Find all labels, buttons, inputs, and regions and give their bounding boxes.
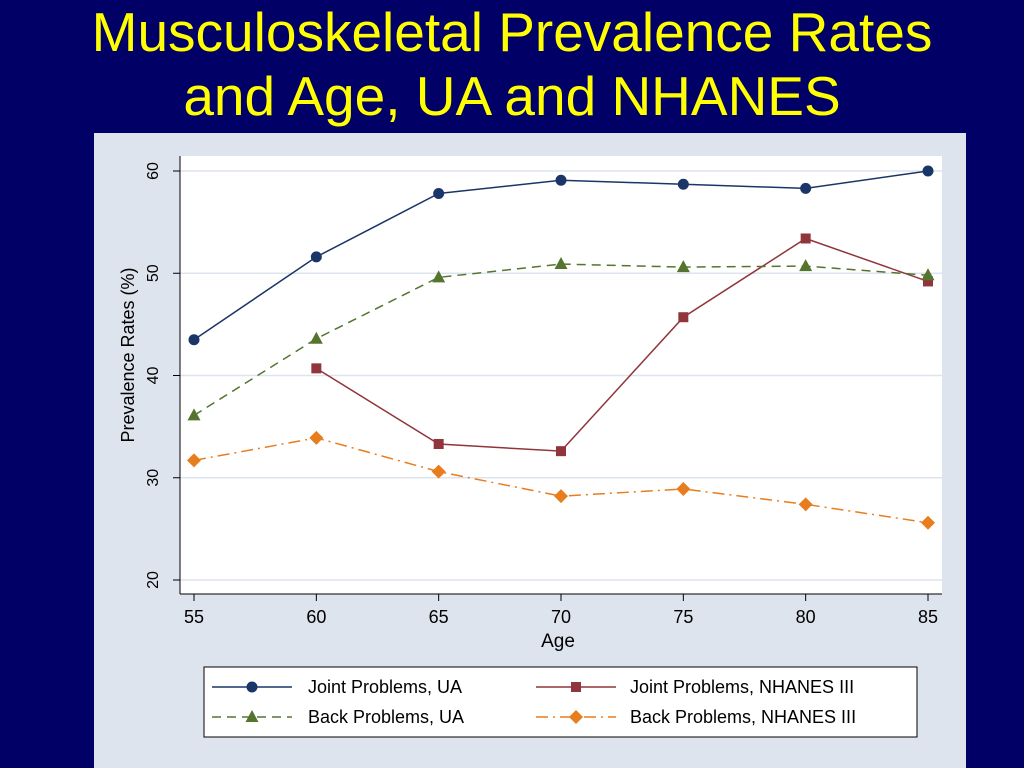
data-point — [798, 497, 813, 512]
series-2 — [311, 233, 933, 457]
x-tick-label: 60 — [306, 607, 326, 627]
data-point — [922, 165, 934, 177]
data-point — [676, 260, 690, 273]
data-point — [555, 174, 567, 186]
data-point — [800, 233, 811, 244]
data-point — [188, 334, 200, 346]
axes: 20 30 40 50 60 55 60 65 70 75 80 85 — [145, 156, 942, 627]
y-axis-label: Prevalence Rates (%) — [118, 267, 138, 442]
data-point — [187, 408, 201, 421]
legend-marker-4 — [569, 710, 583, 724]
data-point — [311, 363, 322, 374]
data-point — [556, 446, 566, 457]
series-3 — [187, 257, 935, 421]
legend-label-3: Back Problems, UA — [308, 707, 464, 727]
legend-label-2: Joint Problems, NHANES III — [630, 677, 854, 697]
series-line-2 — [315, 237, 929, 452]
data-point — [309, 430, 324, 445]
x-tick-label: 75 — [673, 607, 693, 627]
data-point — [431, 464, 446, 479]
x-tick-label: 70 — [551, 607, 571, 627]
data-point — [309, 331, 323, 344]
data-point — [921, 515, 935, 530]
y-tick-label: 30 — [145, 469, 162, 487]
x-tick-label: 85 — [918, 607, 938, 627]
x-tick-label: 55 — [184, 607, 204, 627]
data-point — [923, 276, 933, 287]
data-point — [676, 481, 691, 496]
data-point — [310, 251, 322, 263]
slide-title-line-2: and Age, UA and NHANES — [183, 65, 841, 127]
data-point — [432, 270, 446, 283]
legend-marker-3 — [245, 710, 259, 722]
data-point — [433, 187, 445, 199]
y-tick-label: 60 — [145, 162, 162, 180]
legend-label-4: Back Problems, NHANES III — [630, 707, 856, 727]
data-point — [678, 312, 689, 323]
data-point — [433, 439, 444, 450]
legend: Joint Problems, UA Joint Problems, NHANES… — [203, 666, 918, 738]
data-point — [677, 178, 689, 190]
chart-panel: 20 30 40 50 60 55 60 65 70 75 80 85 Age Prevalence … — [94, 133, 966, 768]
gridlines — [180, 170, 942, 581]
slide-title: Musculoskeletal Prevalence Rates and Age… — [0, 0, 1024, 128]
data-point — [800, 182, 812, 194]
series-layer — [187, 165, 935, 530]
line-chart: 20 30 40 50 60 55 60 65 70 75 80 85 Age Prevalence … — [118, 156, 942, 738]
legend-marker-2 — [571, 682, 581, 692]
legend-label-1: Joint Problems, UA — [308, 677, 462, 697]
y-tick-label: 20 — [145, 571, 162, 589]
series-4 — [187, 430, 935, 530]
data-point — [799, 259, 813, 272]
x-axis-label: Age — [541, 631, 575, 652]
series-1 — [188, 165, 934, 346]
data-point — [554, 489, 568, 504]
data-point — [554, 257, 568, 270]
y-tick-label: 50 — [145, 264, 162, 282]
slide-title-line-1: Musculoskeletal Prevalence Rates — [91, 1, 933, 63]
x-tick-label: 65 — [429, 607, 449, 627]
y-tick-label: 40 — [145, 367, 162, 385]
legend-box — [203, 666, 918, 738]
data-point — [187, 453, 201, 468]
data-point — [921, 268, 935, 281]
x-tick-label: 80 — [796, 607, 816, 627]
legend-marker-1 — [246, 681, 258, 693]
